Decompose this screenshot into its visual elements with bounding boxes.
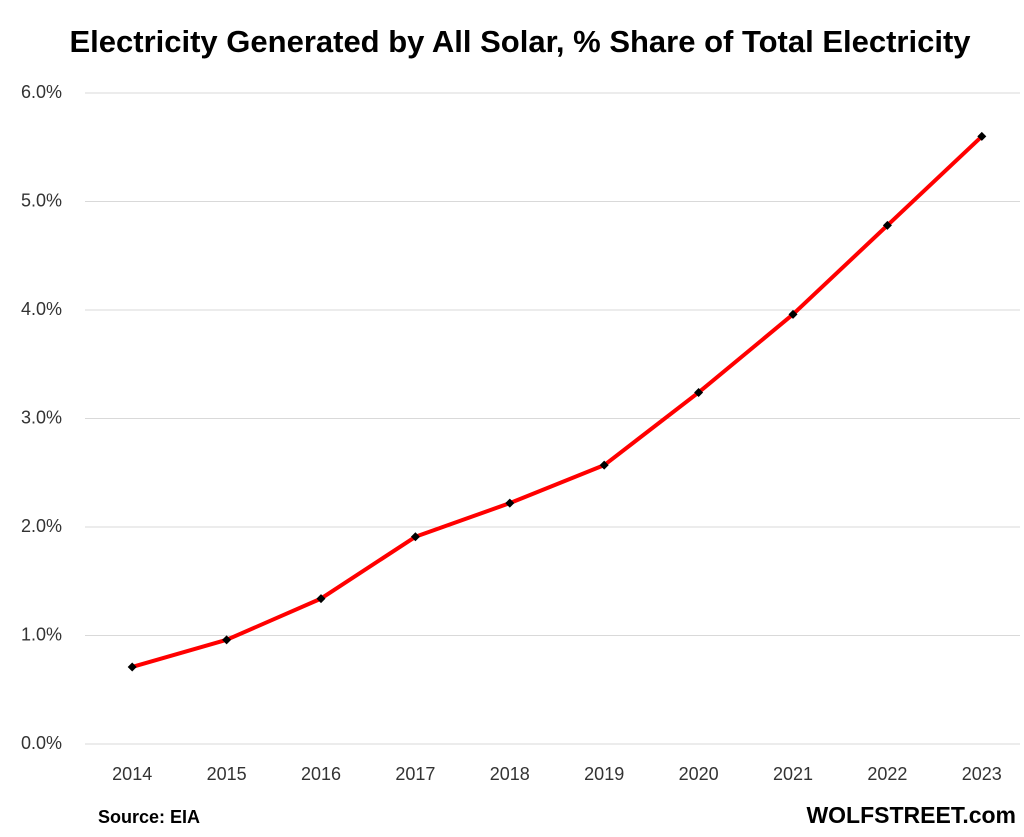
marker <box>882 220 892 230</box>
y-tick-label: 0.0% <box>21 733 62 753</box>
x-tick-label: 2016 <box>301 764 341 784</box>
watermark: WOLFSTREET.com <box>806 802 1016 828</box>
x-tick-label: 2014 <box>112 764 152 784</box>
x-tick-label: 2021 <box>773 764 813 784</box>
x-tick-label: 2020 <box>679 764 719 784</box>
marker <box>599 460 609 470</box>
marker <box>316 594 326 604</box>
x-tick-label: 2019 <box>584 764 624 784</box>
chart-title: Electricity Generated by All Solar, % Sh… <box>69 24 971 59</box>
x-tick-label: 2017 <box>395 764 435 784</box>
y-tick-label: 1.0% <box>21 624 62 644</box>
x-tick-label: 2022 <box>867 764 907 784</box>
line <box>131 134 984 669</box>
y-tick-label: 5.0% <box>21 190 62 210</box>
marker <box>694 387 704 397</box>
marker <box>977 131 987 141</box>
marker <box>788 309 798 319</box>
x-tick-label: 2018 <box>490 764 530 784</box>
marker <box>127 662 137 672</box>
x-tick-label: 2023 <box>962 764 1002 784</box>
x-tick-label: 2015 <box>207 764 247 784</box>
y-tick-label: 6.0% <box>21 82 62 102</box>
marker <box>410 532 420 542</box>
marker <box>505 498 515 508</box>
source: Source: EIA <box>98 807 200 827</box>
y-tick-label: 2.0% <box>21 516 62 536</box>
y-tick-label: 3.0% <box>21 407 62 427</box>
marker <box>222 635 232 645</box>
y-tick-label: 4.0% <box>21 299 62 319</box>
